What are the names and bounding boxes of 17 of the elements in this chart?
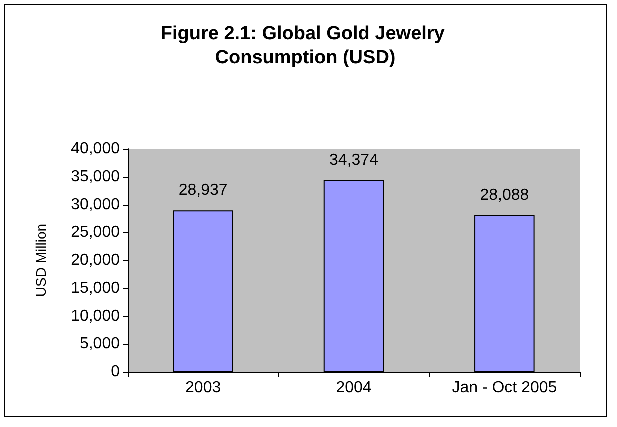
y-tick-label: 15,000 bbox=[71, 280, 120, 297]
y-tick-label: 20,000 bbox=[71, 252, 120, 269]
y-tick-label: 10,000 bbox=[71, 308, 120, 325]
y-tick-label: 5,000 bbox=[80, 336, 120, 353]
y-tick-label: 25,000 bbox=[71, 224, 120, 242]
y-axis-title: USD Million bbox=[33, 224, 49, 298]
x-tick-label: Jan - Oct 2005 bbox=[452, 380, 558, 396]
y-tick-label: 35,000 bbox=[71, 168, 120, 186]
data-label: 28,937 bbox=[178, 182, 228, 200]
y-tick-label: 30,000 bbox=[71, 196, 120, 214]
y-tick-label: 0 bbox=[111, 364, 120, 380]
y-tick-label: 40,000 bbox=[71, 140, 120, 158]
data-label: 28,088 bbox=[480, 186, 530, 204]
x-tick-label: 2003 bbox=[186, 380, 222, 396]
data-label: 34,374 bbox=[330, 152, 379, 169]
chart-title: Figure 2.1: Global Gold Jewelry Consumption (USD) bbox=[160, 24, 450, 68]
x-tick-label: 2004 bbox=[336, 380, 372, 396]
